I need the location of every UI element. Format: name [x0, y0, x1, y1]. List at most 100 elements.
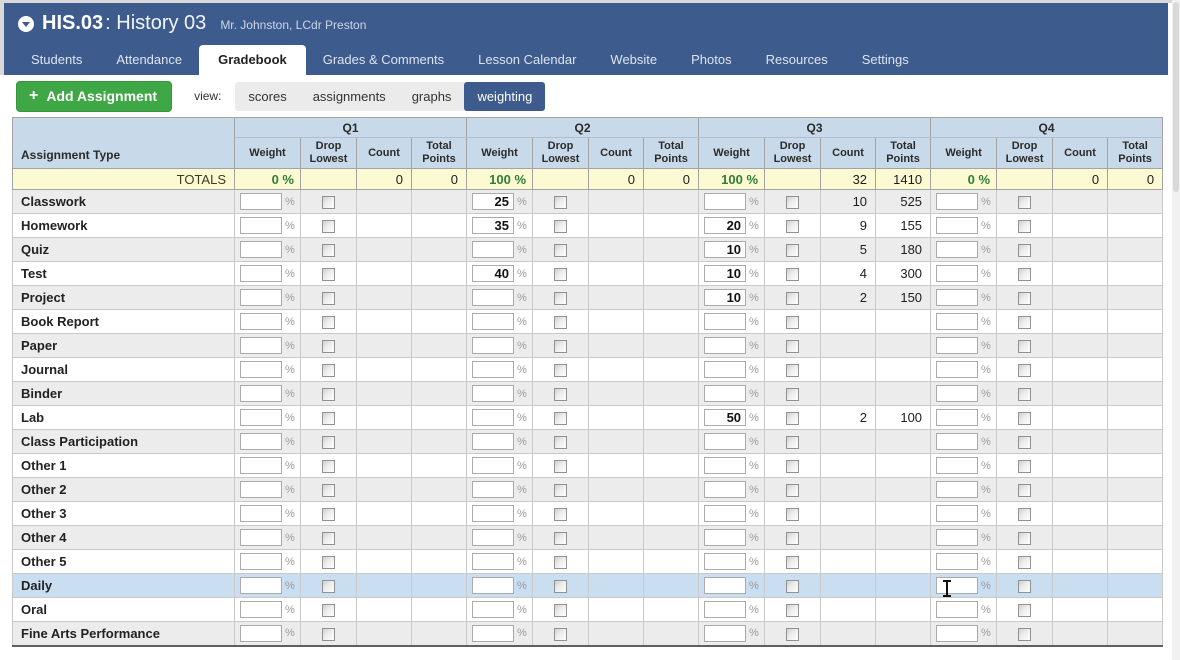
weight-input-q2-daily[interactable]	[472, 577, 514, 594]
weight-input-q3-quiz[interactable]	[704, 241, 746, 258]
weight-input-q2-quiz[interactable]	[472, 241, 514, 258]
weight-input-q1-oral[interactable]	[240, 601, 282, 618]
weight-input-q3-binder[interactable]	[704, 385, 746, 402]
weight-input-q2-other-2[interactable]	[472, 481, 514, 498]
weight-input-q1-project[interactable]	[240, 289, 282, 306]
weight-input-q2-other-5[interactable]	[472, 553, 514, 570]
drop-lowest-checkbox-q2-other-4[interactable]	[554, 532, 567, 545]
weight-input-q3-project[interactable]	[704, 289, 746, 306]
drop-lowest-checkbox-q2-classwork[interactable]	[554, 196, 567, 209]
tab-gradebook[interactable]: Gradebook	[199, 45, 306, 75]
drop-lowest-checkbox-q3-class-participation[interactable]	[786, 436, 799, 449]
weight-input-q4-other-1[interactable]	[936, 457, 978, 474]
drop-lowest-checkbox-q1-book-report[interactable]	[322, 316, 335, 329]
weight-input-q4-other-5[interactable]	[936, 553, 978, 570]
weight-input-q1-other-4[interactable]	[240, 529, 282, 546]
weight-input-q2-fine-arts-performance[interactable]	[472, 625, 514, 642]
view-button-assignments[interactable]: assignments	[300, 82, 399, 111]
drop-lowest-checkbox-q4-daily[interactable]	[1018, 580, 1031, 593]
drop-lowest-checkbox-q4-class-participation[interactable]	[1018, 436, 1031, 449]
weight-input-q2-paper[interactable]	[472, 337, 514, 354]
weight-input-q2-class-participation[interactable]	[472, 433, 514, 450]
weight-input-q1-other-2[interactable]	[240, 481, 282, 498]
drop-lowest-checkbox-q3-quiz[interactable]	[786, 244, 799, 257]
drop-lowest-checkbox-q1-class-participation[interactable]	[322, 436, 335, 449]
weight-input-q3-other-5[interactable]	[704, 553, 746, 570]
weight-input-q2-journal[interactable]	[472, 361, 514, 378]
weight-input-q1-quiz[interactable]	[240, 241, 282, 258]
weight-input-q4-other-4[interactable]	[936, 529, 978, 546]
weight-input-q4-daily[interactable]	[936, 577, 978, 594]
weight-input-q4-lab[interactable]	[936, 409, 978, 426]
weight-input-q2-other-3[interactable]	[472, 505, 514, 522]
weight-input-q4-homework[interactable]	[936, 217, 978, 234]
drop-lowest-checkbox-q3-other-1[interactable]	[786, 460, 799, 473]
drop-lowest-checkbox-q2-binder[interactable]	[554, 388, 567, 401]
weight-input-q1-other-3[interactable]	[240, 505, 282, 522]
weight-input-q4-class-participation[interactable]	[936, 433, 978, 450]
drop-lowest-checkbox-q2-fine-arts-performance[interactable]	[554, 628, 567, 641]
weight-input-q1-book-report[interactable]	[240, 313, 282, 330]
drop-lowest-checkbox-q4-lab[interactable]	[1018, 412, 1031, 425]
weight-input-q2-lab[interactable]	[472, 409, 514, 426]
drop-lowest-checkbox-q2-other-2[interactable]	[554, 484, 567, 497]
drop-lowest-checkbox-q4-other-1[interactable]	[1018, 460, 1031, 473]
drop-lowest-checkbox-q1-other-4[interactable]	[322, 532, 335, 545]
drop-lowest-checkbox-q1-binder[interactable]	[322, 388, 335, 401]
drop-lowest-checkbox-q1-project[interactable]	[322, 292, 335, 305]
tab-settings[interactable]: Settings	[845, 45, 926, 75]
drop-lowest-checkbox-q1-homework[interactable]	[322, 220, 335, 233]
tab-photos[interactable]: Photos	[674, 45, 748, 75]
drop-lowest-checkbox-q4-paper[interactable]	[1018, 340, 1031, 353]
drop-lowest-checkbox-q2-test[interactable]	[554, 268, 567, 281]
weight-input-q3-classwork[interactable]	[704, 193, 746, 210]
drop-lowest-checkbox-q2-daily[interactable]	[554, 580, 567, 593]
drop-lowest-checkbox-q2-class-participation[interactable]	[554, 436, 567, 449]
drop-lowest-checkbox-q1-quiz[interactable]	[322, 244, 335, 257]
drop-lowest-checkbox-q2-other-5[interactable]	[554, 556, 567, 569]
drop-lowest-checkbox-q2-quiz[interactable]	[554, 244, 567, 257]
weight-input-q1-daily[interactable]	[240, 577, 282, 594]
vertical-scrollbar[interactable]	[1172, 0, 1180, 660]
scrollbar-thumb[interactable]	[1173, 2, 1179, 192]
view-button-weighting[interactable]: weighting	[464, 82, 545, 111]
drop-lowest-checkbox-q4-oral[interactable]	[1018, 604, 1031, 617]
weight-input-q2-oral[interactable]	[472, 601, 514, 618]
tab-website[interactable]: Website	[593, 45, 674, 75]
drop-lowest-checkbox-q3-journal[interactable]	[786, 364, 799, 377]
drop-lowest-checkbox-q3-binder[interactable]	[786, 388, 799, 401]
drop-lowest-checkbox-q1-lab[interactable]	[322, 412, 335, 425]
drop-lowest-checkbox-q4-other-2[interactable]	[1018, 484, 1031, 497]
weight-input-q4-quiz[interactable]	[936, 241, 978, 258]
weight-input-q2-homework[interactable]	[472, 217, 514, 234]
drop-lowest-checkbox-q3-homework[interactable]	[786, 220, 799, 233]
drop-lowest-checkbox-q3-classwork[interactable]	[786, 196, 799, 209]
weight-input-q3-other-1[interactable]	[704, 457, 746, 474]
tab-resources[interactable]: Resources	[749, 45, 845, 75]
weight-input-q4-test[interactable]	[936, 265, 978, 282]
drop-lowest-checkbox-q4-project[interactable]	[1018, 292, 1031, 305]
drop-lowest-checkbox-q3-project[interactable]	[786, 292, 799, 305]
weight-input-q4-other-3[interactable]	[936, 505, 978, 522]
weight-input-q3-other-3[interactable]	[704, 505, 746, 522]
drop-lowest-checkbox-q1-oral[interactable]	[322, 604, 335, 617]
drop-lowest-checkbox-q2-other-3[interactable]	[554, 508, 567, 521]
tab-attendance[interactable]: Attendance	[99, 45, 199, 75]
drop-lowest-checkbox-q1-paper[interactable]	[322, 340, 335, 353]
drop-lowest-checkbox-q4-homework[interactable]	[1018, 220, 1031, 233]
weight-input-q3-test[interactable]	[704, 265, 746, 282]
drop-lowest-checkbox-q4-other-5[interactable]	[1018, 556, 1031, 569]
drop-lowest-checkbox-q4-binder[interactable]	[1018, 388, 1031, 401]
drop-lowest-checkbox-q1-test[interactable]	[322, 268, 335, 281]
drop-lowest-checkbox-q2-journal[interactable]	[554, 364, 567, 377]
drop-lowest-checkbox-q3-paper[interactable]	[786, 340, 799, 353]
drop-lowest-checkbox-q2-project[interactable]	[554, 292, 567, 305]
weight-input-q2-project[interactable]	[472, 289, 514, 306]
drop-lowest-checkbox-q4-other-4[interactable]	[1018, 532, 1031, 545]
weight-input-q1-other-5[interactable]	[240, 553, 282, 570]
weight-input-q2-other-4[interactable]	[472, 529, 514, 546]
drop-lowest-checkbox-q3-oral[interactable]	[786, 604, 799, 617]
weight-input-q2-binder[interactable]	[472, 385, 514, 402]
drop-lowest-checkbox-q2-lab[interactable]	[554, 412, 567, 425]
drop-lowest-checkbox-q4-other-3[interactable]	[1018, 508, 1031, 521]
